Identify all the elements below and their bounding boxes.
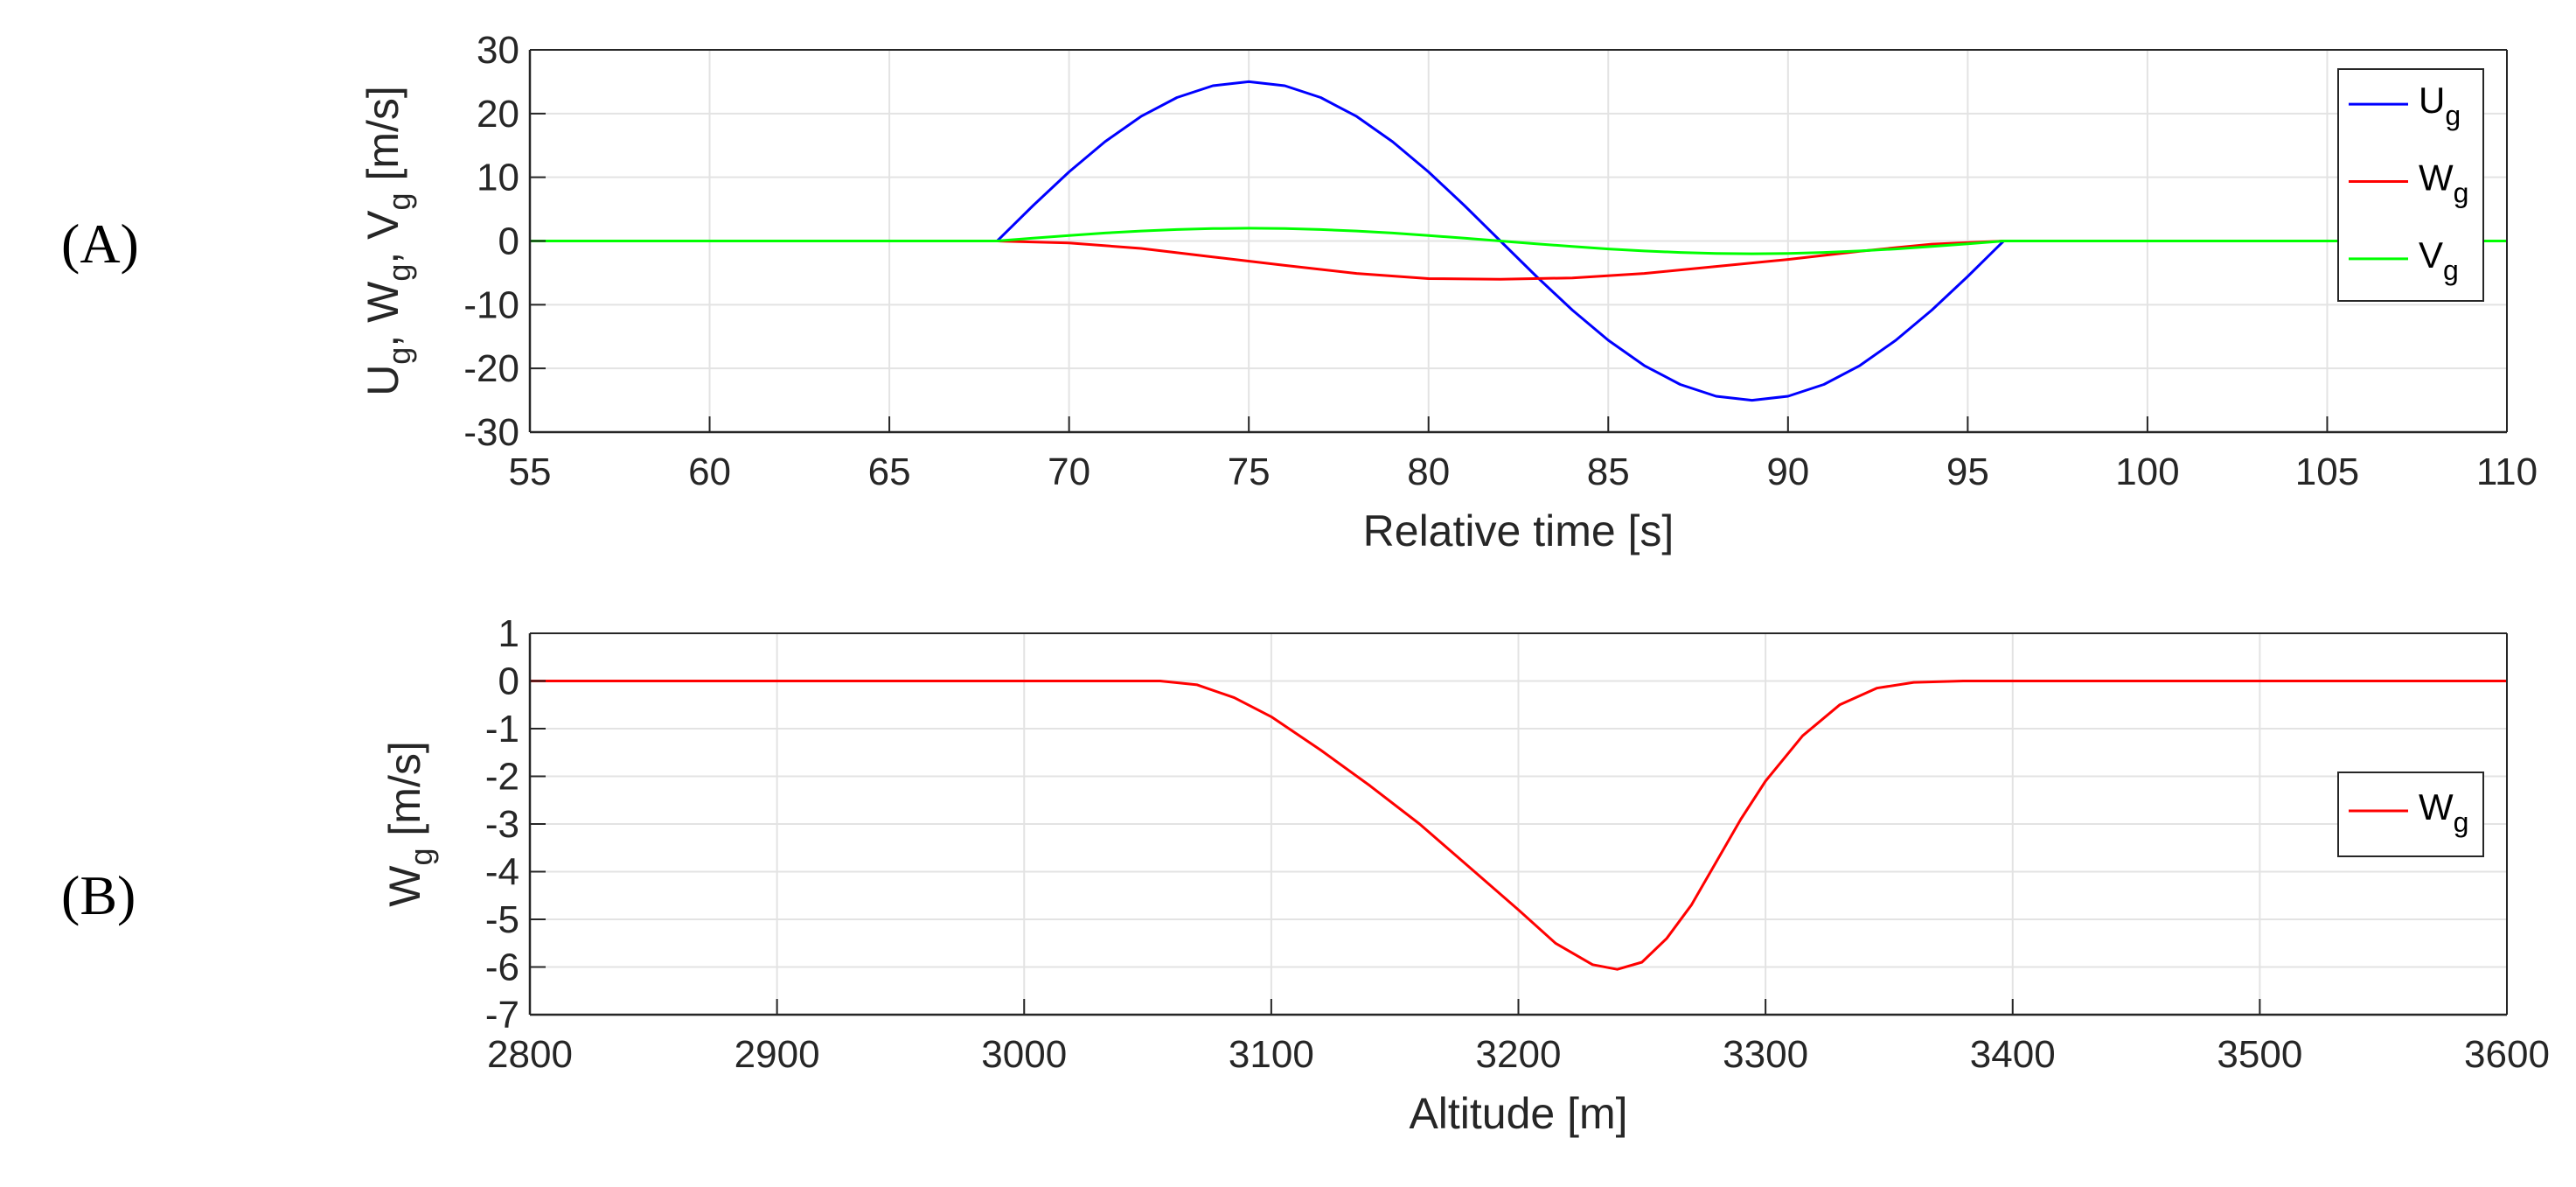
x-tick-label: 3300	[1723, 1033, 1808, 1076]
x-tick-label: 60	[688, 450, 731, 493]
panel-label: (B)	[61, 864, 136, 926]
legend-entry: Wg	[2419, 157, 2468, 209]
x-tick-label: 2900	[735, 1033, 820, 1076]
x-tick-label: 65	[868, 450, 911, 493]
x-tick-label: 85	[1587, 450, 1630, 493]
series-line-wg	[530, 680, 2507, 971]
legend-box	[2337, 68, 2484, 302]
chart-b: 2800 2900 3000 3100 3200 3300 3400 3500 3600 -7 -6…	[61, 612, 2550, 1138]
x-tick-label: 3400	[1970, 1033, 2056, 1076]
legend-entry: Wg	[2419, 786, 2468, 838]
x-tick-label: 3200	[1476, 1033, 1562, 1076]
legend: Wg	[2337, 772, 2484, 857]
legend-box	[2337, 772, 2484, 857]
y-tick-label: 20	[477, 93, 519, 136]
y-tick-label: 30	[477, 29, 519, 72]
x-tick-label: 80	[1407, 450, 1450, 493]
y-axis-label: Wg [m/s]	[380, 741, 439, 906]
y-tick-label: -1	[485, 708, 519, 751]
x-axis-label: Relative time [s]	[1363, 506, 1674, 555]
panel-label: (A)	[61, 213, 139, 275]
x-axis-label: Altitude [m]	[1409, 1089, 1627, 1138]
legend: Ug Wg Vg	[2337, 68, 2484, 302]
legend-entry: Ug	[2419, 80, 2461, 131]
x-tick-label: 2800	[487, 1033, 573, 1076]
x-tick-label: 3500	[2217, 1033, 2302, 1076]
y-axis-label: Ug, Wg, Vg [m/s]	[359, 86, 417, 396]
x-tick-label: 75	[1228, 450, 1271, 493]
x-tick-label: 70	[1048, 450, 1090, 493]
x-tick-label: 3600	[2464, 1033, 2550, 1076]
y-tick-label: 1	[498, 612, 519, 655]
legend-entry: Vg	[2419, 234, 2459, 286]
series-line-vg	[530, 227, 2507, 255]
x-tick-label: 105	[2295, 450, 2359, 493]
y-tick-label: -3	[485, 803, 519, 846]
x-tick-label: 95	[1946, 450, 1989, 493]
y-tick-label: -4	[485, 851, 519, 894]
y-tick-label: 0	[498, 220, 519, 263]
y-tick-label: -6	[485, 946, 519, 989]
y-tick-label: -7	[485, 994, 519, 1037]
y-tick-label: -2	[485, 756, 519, 799]
x-tick-label: 100	[2115, 450, 2179, 493]
x-tick-label: 90	[1766, 450, 1809, 493]
y-tick-label: -20	[463, 347, 519, 390]
y-tick-label: -5	[485, 898, 519, 941]
y-tick-label: -30	[463, 411, 519, 454]
x-tick-label: 3100	[1229, 1033, 1314, 1076]
y-tick-label: 10	[477, 157, 519, 199]
x-tick-label: 110	[2476, 450, 2538, 493]
x-tick-label: 55	[509, 450, 552, 493]
chart-a: 55 60 65 70 75 80 85 90 95 100 105 110 -30 -20 -10 0 10 2…	[61, 29, 2538, 555]
y-tick-label: -10	[463, 283, 519, 326]
y-tick-label: 0	[498, 660, 519, 703]
x-tick-label: 3000	[981, 1033, 1067, 1076]
